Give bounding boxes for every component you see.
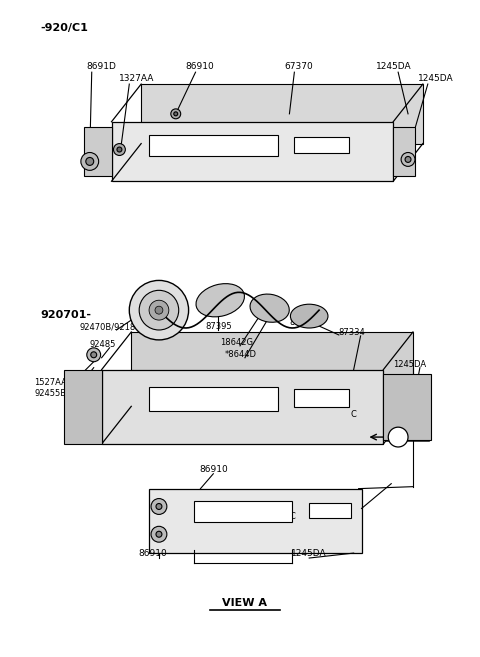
Bar [149, 388, 277, 411]
Text: 920701-: 920701- [40, 310, 91, 320]
Text: 1245DA: 1245DA [376, 62, 412, 71]
Circle shape [129, 281, 189, 340]
Polygon shape [393, 127, 415, 176]
Circle shape [87, 348, 101, 362]
Text: 86910: 86910 [186, 62, 215, 71]
Text: 92455B: 92455B [35, 390, 67, 399]
Bar [294, 137, 349, 154]
Polygon shape [131, 332, 413, 406]
Bar [149, 489, 361, 553]
Text: 1527AA: 1527AA [35, 378, 67, 386]
Text: 1327AA: 1327AA [120, 74, 155, 83]
Circle shape [171, 109, 180, 119]
Text: 1245DA: 1245DA [393, 360, 426, 369]
Text: 92470B/92180B: 92470B/92180B [80, 322, 147, 331]
Circle shape [86, 158, 94, 166]
Circle shape [174, 112, 178, 116]
Circle shape [117, 147, 122, 152]
Circle shape [151, 499, 167, 514]
Polygon shape [84, 127, 111, 176]
Circle shape [81, 152, 99, 170]
Text: *8644D: *8644D [225, 350, 257, 359]
Text: 18642G: 18642G [220, 338, 253, 347]
Text: VIEW A: VIEW A [222, 598, 267, 608]
Polygon shape [102, 370, 384, 444]
Text: 67370: 67370 [285, 62, 313, 71]
Circle shape [91, 351, 96, 358]
Ellipse shape [196, 284, 244, 317]
Text: 87334: 87334 [339, 328, 366, 337]
Circle shape [156, 503, 162, 509]
Text: 8691D: 8691D [87, 62, 117, 71]
Bar [294, 390, 349, 407]
Circle shape [156, 532, 162, 537]
Polygon shape [141, 84, 423, 144]
Circle shape [113, 144, 125, 156]
Circle shape [139, 290, 179, 330]
Text: 86910: 86910 [199, 464, 228, 474]
Bar [193, 501, 292, 522]
Text: C: C [351, 410, 357, 419]
Bar [149, 135, 277, 156]
Circle shape [155, 306, 163, 314]
Text: -920/C1: -920/C1 [40, 22, 88, 33]
Bar [309, 503, 351, 518]
Circle shape [149, 300, 169, 320]
Circle shape [405, 156, 411, 162]
Text: 1245DA: 1245DA [418, 74, 454, 83]
Polygon shape [64, 370, 102, 444]
Text: A: A [395, 432, 401, 442]
Circle shape [388, 427, 408, 447]
Text: 87370: 87370 [289, 318, 316, 327]
Text: C: C [289, 512, 295, 521]
Circle shape [151, 526, 167, 542]
Text: 92485: 92485 [90, 340, 116, 349]
Text: 86910: 86910 [139, 549, 168, 558]
Ellipse shape [250, 294, 289, 323]
Text: 87395: 87395 [205, 322, 232, 331]
Text: 1245DA: 1245DA [291, 549, 327, 558]
Ellipse shape [290, 304, 328, 328]
Circle shape [401, 152, 415, 166]
Polygon shape [111, 122, 393, 181]
Polygon shape [384, 374, 431, 440]
